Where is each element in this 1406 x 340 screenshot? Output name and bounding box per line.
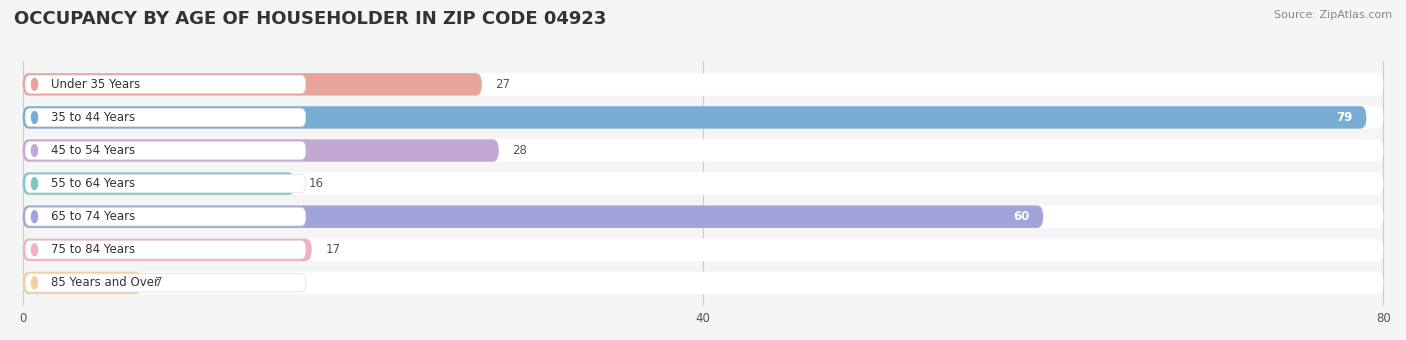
Circle shape [31,244,38,256]
FancyBboxPatch shape [22,106,1384,129]
Text: 7: 7 [155,276,163,289]
Text: 45 to 54 Years: 45 to 54 Years [51,144,135,157]
Circle shape [31,277,38,289]
Text: 75 to 84 Years: 75 to 84 Years [51,243,135,256]
Text: 85 Years and Over: 85 Years and Over [51,276,159,289]
FancyBboxPatch shape [22,172,1384,195]
Text: 60: 60 [1014,210,1029,223]
FancyBboxPatch shape [22,239,312,261]
Text: 35 to 44 Years: 35 to 44 Years [51,111,135,124]
FancyBboxPatch shape [22,205,1043,228]
Text: Under 35 Years: Under 35 Years [51,78,139,91]
FancyBboxPatch shape [22,272,1384,294]
Circle shape [31,144,38,156]
Text: 16: 16 [308,177,323,190]
Text: 28: 28 [512,144,527,157]
FancyBboxPatch shape [25,174,305,193]
FancyBboxPatch shape [22,139,1384,162]
FancyBboxPatch shape [25,108,305,127]
Circle shape [31,177,38,190]
FancyBboxPatch shape [25,75,305,94]
FancyBboxPatch shape [22,172,295,195]
Text: 79: 79 [1337,111,1353,124]
FancyBboxPatch shape [25,207,305,226]
FancyBboxPatch shape [22,272,142,294]
FancyBboxPatch shape [22,205,1384,228]
Text: OCCUPANCY BY AGE OF HOUSEHOLDER IN ZIP CODE 04923: OCCUPANCY BY AGE OF HOUSEHOLDER IN ZIP C… [14,10,606,28]
Text: 65 to 74 Years: 65 to 74 Years [51,210,135,223]
Text: 17: 17 [325,243,340,256]
Text: 55 to 64 Years: 55 to 64 Years [51,177,135,190]
Circle shape [31,112,38,123]
Text: 27: 27 [495,78,510,91]
FancyBboxPatch shape [22,139,499,162]
FancyBboxPatch shape [22,106,1367,129]
Circle shape [31,79,38,90]
Text: Source: ZipAtlas.com: Source: ZipAtlas.com [1274,10,1392,20]
FancyBboxPatch shape [25,274,305,292]
FancyBboxPatch shape [22,73,1384,96]
FancyBboxPatch shape [25,141,305,160]
FancyBboxPatch shape [22,73,482,96]
FancyBboxPatch shape [22,239,1384,261]
Circle shape [31,211,38,223]
FancyBboxPatch shape [25,240,305,259]
